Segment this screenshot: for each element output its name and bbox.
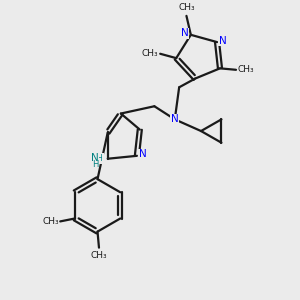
Text: CH₃: CH₃ — [43, 217, 59, 226]
Text: N: N — [219, 36, 227, 46]
Text: N: N — [139, 149, 147, 159]
Text: CH₃: CH₃ — [142, 49, 158, 58]
Text: CH₃: CH₃ — [91, 251, 107, 260]
Text: H: H — [97, 154, 102, 163]
Text: CH₃: CH₃ — [238, 65, 254, 74]
Text: N: N — [96, 154, 104, 164]
Text: N: N — [181, 28, 189, 38]
Text: CH₃: CH₃ — [178, 3, 195, 12]
Text: H: H — [92, 160, 99, 169]
Text: N: N — [171, 114, 179, 124]
Text: N: N — [91, 153, 98, 163]
